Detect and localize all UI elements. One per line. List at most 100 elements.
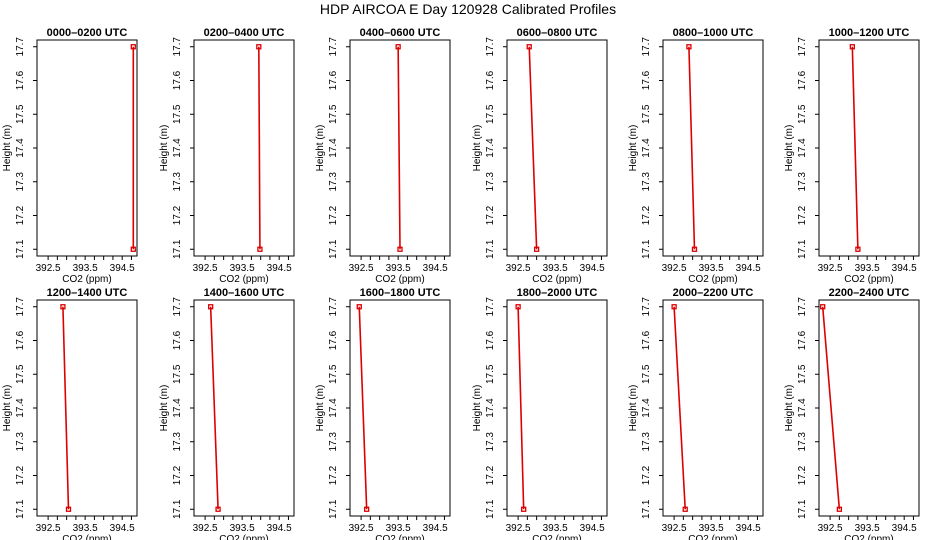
y-tick-label: 17.5 xyxy=(15,104,26,124)
y-tick-label: 17.4 xyxy=(172,398,183,418)
y-tick-label: 17.7 xyxy=(172,297,183,317)
y-tick-label: 17.5 xyxy=(641,364,652,384)
profile-line xyxy=(851,46,859,250)
panel-title: 1800–2000 UTC xyxy=(517,287,598,299)
panel-title: 0400–0600 UTC xyxy=(360,27,441,39)
x-tick-label: 394.5 xyxy=(423,263,448,274)
y-tick-label: 17.6 xyxy=(172,330,183,350)
y-tick-label: 17.7 xyxy=(15,297,26,317)
x-tick-label: 394.5 xyxy=(736,263,761,274)
y-tick-label: 17.6 xyxy=(328,330,339,350)
y-tick-label: 17.1 xyxy=(485,239,496,259)
y-axis-label: Height (m) xyxy=(315,385,326,432)
x-axis-label: CO2 (ppm) xyxy=(219,274,268,285)
y-tick-label: 17.3 xyxy=(328,432,339,452)
profile-marker xyxy=(521,506,527,512)
plot-frame xyxy=(506,39,608,257)
x-axis-label: CO2 (ppm) xyxy=(375,274,424,285)
y-tick-label: 17.6 xyxy=(485,70,496,90)
y-tick-label: 17.2 xyxy=(797,465,808,485)
plot-frame xyxy=(36,299,138,517)
y-tick-label: 17.4 xyxy=(485,138,496,158)
panel-title: 1000–1200 UTC xyxy=(829,27,910,39)
y-tick-label: 17.1 xyxy=(172,239,183,259)
profile-marker xyxy=(849,44,855,50)
profile-marker xyxy=(686,44,692,50)
y-tick-label: 17.6 xyxy=(15,70,26,90)
y-axis-label: Height (m) xyxy=(159,125,170,172)
x-tick-label: 393.5 xyxy=(699,263,724,274)
y-tick-label: 17.7 xyxy=(172,37,183,57)
y-tick-label: 17.6 xyxy=(797,330,808,350)
profile-marker xyxy=(130,44,136,50)
x-tick-label: 393.5 xyxy=(230,263,255,274)
x-axis-label: CO2 (ppm) xyxy=(688,534,737,540)
profile-marker xyxy=(356,304,362,310)
profile-marker xyxy=(682,506,688,512)
y-tick-label: 17.7 xyxy=(328,37,339,57)
y-tick-label: 17.1 xyxy=(641,239,652,259)
panel-title: 2000–2200 UTC xyxy=(673,287,754,299)
y-tick-label: 17.6 xyxy=(15,330,26,350)
y-tick-label: 17.5 xyxy=(15,364,26,384)
y-axis-label: Height (m) xyxy=(159,385,170,432)
profile-line xyxy=(517,306,525,510)
y-tick-label: 17.1 xyxy=(485,499,496,519)
profile-marker xyxy=(364,506,370,512)
x-tick-label: 392.5 xyxy=(506,523,531,534)
profile-marker xyxy=(836,506,843,512)
y-tick-label: 17.5 xyxy=(328,364,339,384)
x-tick-label: 394.5 xyxy=(892,263,917,274)
profile-marker xyxy=(257,246,263,252)
profile-marker xyxy=(256,44,262,50)
y-tick-label: 17.3 xyxy=(485,432,496,452)
profile-marker xyxy=(691,246,698,252)
profile-marker xyxy=(526,44,532,50)
x-tick-label: 392.5 xyxy=(662,263,687,274)
y-tick-label: 17.4 xyxy=(172,138,183,158)
plot-frame xyxy=(662,299,764,517)
plot-frame xyxy=(818,39,920,257)
x-tick-label: 394.5 xyxy=(892,523,917,534)
profile-marker xyxy=(397,246,403,252)
y-tick-label: 17.2 xyxy=(15,205,26,225)
profile-line xyxy=(821,306,841,510)
plot-frame xyxy=(36,39,138,257)
y-tick-label: 17.5 xyxy=(797,104,808,124)
profile-marker xyxy=(533,246,540,252)
x-tick-label: 392.5 xyxy=(36,523,61,534)
panel-title: 1200–1400 UTC xyxy=(47,287,128,299)
profile-line xyxy=(397,46,401,250)
y-tick-label: 17.7 xyxy=(641,297,652,317)
x-tick-label: 394.5 xyxy=(736,523,761,534)
x-tick-label: 392.5 xyxy=(349,263,374,274)
y-tick-label: 17.1 xyxy=(172,499,183,519)
panel-title: 2200–2400 UTC xyxy=(829,287,910,299)
y-tick-label: 17.5 xyxy=(485,104,496,124)
y-axis-label: Height (m) xyxy=(628,125,639,172)
x-tick-label: 392.5 xyxy=(193,263,218,274)
y-tick-label: 17.3 xyxy=(328,172,339,192)
x-tick-label: 394.5 xyxy=(580,263,605,274)
y-tick-label: 17.3 xyxy=(485,172,496,192)
profile-marker xyxy=(130,246,136,252)
plot-frame xyxy=(506,299,608,517)
y-tick-label: 17.1 xyxy=(797,499,808,519)
y-tick-label: 17.1 xyxy=(15,239,26,259)
y-tick-label: 17.4 xyxy=(485,398,496,418)
panel-title: 0200–0400 UTC xyxy=(204,27,285,39)
y-tick-label: 17.3 xyxy=(15,172,26,192)
y-tick-label: 17.5 xyxy=(328,104,339,124)
y-tick-label: 17.3 xyxy=(797,172,808,192)
y-tick-label: 17.5 xyxy=(172,364,183,384)
x-tick-label: 392.5 xyxy=(818,263,843,274)
profile-marker xyxy=(208,304,214,310)
y-tick-label: 17.3 xyxy=(641,172,652,192)
y-tick-label: 17.6 xyxy=(328,70,339,90)
y-tick-label: 17.6 xyxy=(172,70,183,90)
